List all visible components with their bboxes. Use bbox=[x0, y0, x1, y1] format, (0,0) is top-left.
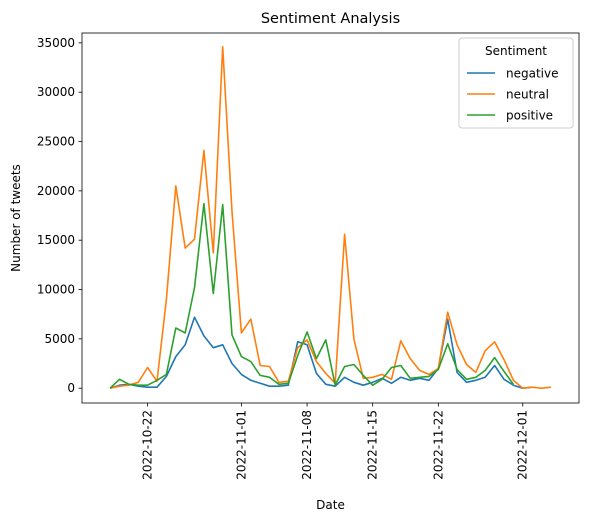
x-tick-label: 2022-11-01 bbox=[234, 410, 248, 480]
x-tick-label: 2022-10-22 bbox=[141, 410, 155, 480]
series-lines bbox=[109, 46, 551, 389]
legend-label-negative: negative bbox=[506, 67, 558, 81]
legend-label-positive: positive bbox=[506, 109, 553, 123]
chart-title: Sentiment Analysis bbox=[261, 11, 400, 27]
y-tick-label: 0 bbox=[67, 381, 75, 395]
legend-title: Sentiment bbox=[485, 44, 547, 58]
y-tick-label: 15000 bbox=[37, 233, 75, 247]
plot-frame bbox=[81, 32, 580, 404]
y-tick-label: 5000 bbox=[44, 332, 75, 346]
y-axis: 0 5000 10000 15000 20000 25000 30000 35000 bbox=[37, 36, 82, 395]
legend-label-neutral: neutral bbox=[506, 88, 549, 102]
y-tick-label: 25000 bbox=[37, 135, 75, 149]
x-tick-label: 2022-11-22 bbox=[431, 410, 445, 480]
y-tick-label: 35000 bbox=[37, 36, 75, 50]
series-line-neutral bbox=[109, 46, 551, 389]
plot-area bbox=[81, 32, 580, 404]
x-tick-label: 2022-12-01 bbox=[516, 410, 530, 480]
x-tick-label: 2022-11-15 bbox=[366, 410, 380, 480]
x-axis-label: Date bbox=[316, 498, 345, 512]
y-axis-label: Number of tweets bbox=[9, 164, 23, 272]
x-axis: 2022-10-22 2022-11-01 2022-11-08 2022-11-15… bbox=[141, 403, 530, 480]
y-tick-label: 20000 bbox=[37, 184, 75, 198]
y-tick-label: 30000 bbox=[37, 85, 75, 99]
series-line-negative bbox=[109, 316, 533, 389]
x-tick-label: 2022-11-08 bbox=[300, 410, 314, 480]
series-line-positive bbox=[109, 202, 515, 389]
legend-box bbox=[458, 37, 574, 129]
y-tick-label: 10000 bbox=[37, 283, 75, 297]
legend: Sentiment negative neutral positive bbox=[458, 37, 574, 129]
